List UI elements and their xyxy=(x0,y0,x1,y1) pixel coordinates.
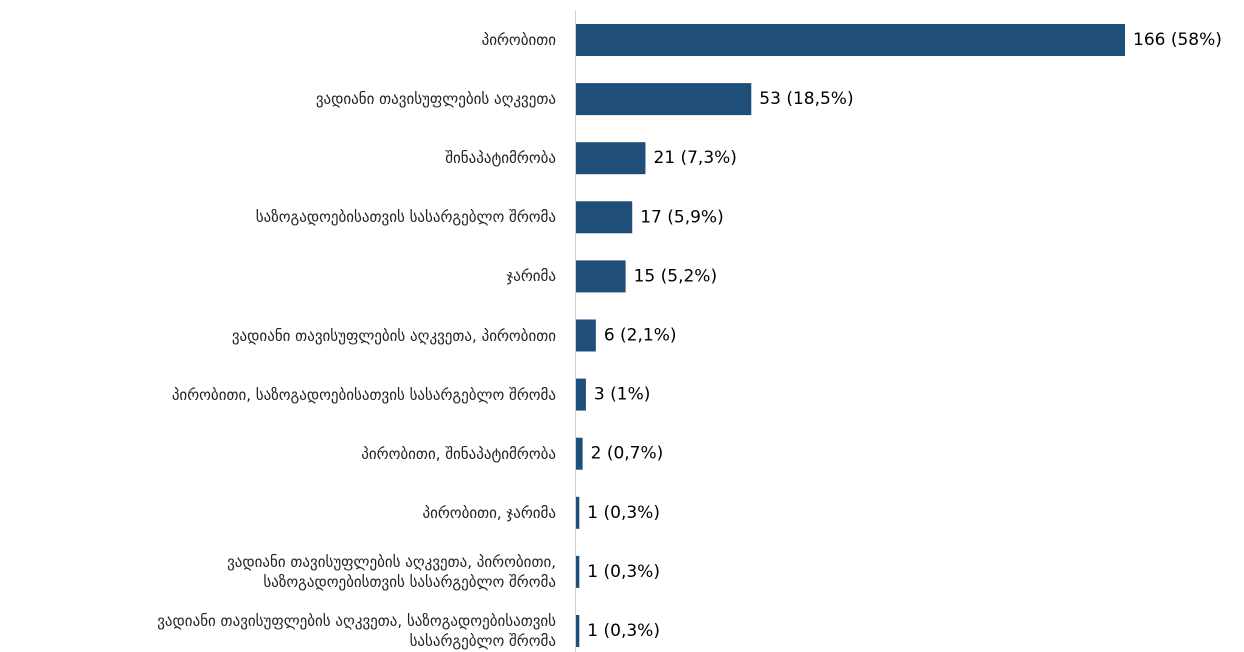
bar xyxy=(576,260,626,293)
category-label: ვადიანი თავისუფლების აღკვეთა, პირობითი, … xyxy=(227,552,556,591)
bar xyxy=(576,555,580,588)
value-label: 1 (0,3%) xyxy=(587,562,660,582)
value-label: 15 (5,2%) xyxy=(634,266,718,286)
category-label: შინაპატიმრობა xyxy=(445,149,556,168)
bar xyxy=(576,201,633,234)
category-label: ვადიანი თავისუფლების აღკვეთა, პირობითი xyxy=(231,326,556,345)
value-label: 1 (0,3%) xyxy=(587,503,660,523)
value-label: 166 (58%) xyxy=(1133,30,1222,50)
category-label: ვადიანი თავისუფლების აღკვეთა, საზოგადოებ… xyxy=(157,612,556,650)
value-label: 17 (5,9%) xyxy=(640,207,724,227)
category-label: პირობითი xyxy=(481,31,556,49)
category-label: პირობითი, ჯარიმა xyxy=(422,503,556,522)
bar xyxy=(576,378,586,411)
category-label: ვადიანი თავისუფლების აღკვეთა xyxy=(315,90,556,109)
category-label: პირობითი, საზოგადოებისათვის სასარგებლო შ… xyxy=(171,385,556,404)
category-label: ჯარიმა xyxy=(506,267,556,286)
value-label: 3 (1%) xyxy=(594,385,650,405)
value-label: 2 (0,7%) xyxy=(591,444,664,464)
bar xyxy=(576,437,583,470)
bar xyxy=(576,615,580,647)
category-label: საზოგადოებისათვის სასარგებლო შრომა xyxy=(255,208,556,227)
value-label: 6 (2,1%) xyxy=(604,326,677,346)
category-label: პირობითი, შინაპატიმრობა xyxy=(361,444,556,463)
value-label: 21 (7,3%) xyxy=(653,148,737,168)
bar xyxy=(576,24,1125,56)
bar xyxy=(576,83,752,116)
bar xyxy=(576,142,646,175)
value-label: 53 (18,5%) xyxy=(759,89,853,109)
bar xyxy=(576,319,596,352)
bar xyxy=(576,496,580,529)
value-label: 1 (0,3%) xyxy=(587,621,660,641)
